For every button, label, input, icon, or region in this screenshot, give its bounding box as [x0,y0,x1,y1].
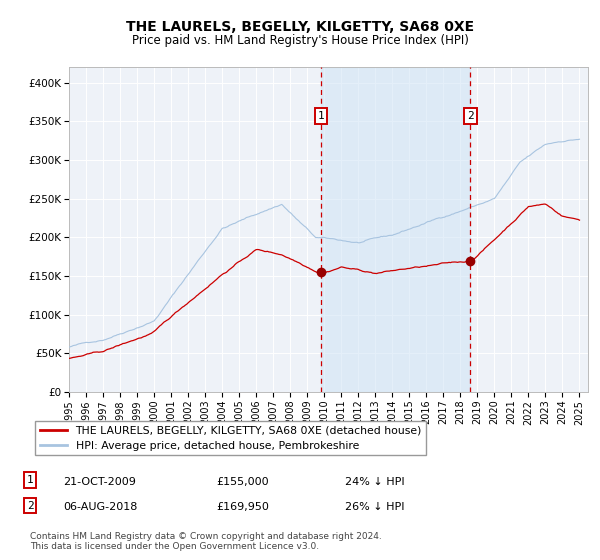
Text: Price paid vs. HM Land Registry's House Price Index (HPI): Price paid vs. HM Land Registry's House … [131,34,469,46]
Text: 2: 2 [26,501,34,511]
Text: 1: 1 [26,475,34,485]
Text: £169,950: £169,950 [216,502,269,512]
Text: THE LAURELS, BEGELLY, KILGETTY, SA68 0XE: THE LAURELS, BEGELLY, KILGETTY, SA68 0XE [126,20,474,34]
Legend: THE LAURELS, BEGELLY, KILGETTY, SA68 0XE (detached house), HPI: Average price, d: THE LAURELS, BEGELLY, KILGETTY, SA68 0XE… [35,421,426,455]
Text: 1: 1 [317,111,325,121]
Text: £155,000: £155,000 [216,477,269,487]
Text: 24% ↓ HPI: 24% ↓ HPI [345,477,404,487]
Text: 06-AUG-2018: 06-AUG-2018 [63,502,137,512]
Text: 26% ↓ HPI: 26% ↓ HPI [345,502,404,512]
Text: 2: 2 [467,111,474,121]
Text: 21-OCT-2009: 21-OCT-2009 [63,477,136,487]
Text: Contains HM Land Registry data © Crown copyright and database right 2024.
This d: Contains HM Land Registry data © Crown c… [30,532,382,552]
Bar [321,67,470,392]
